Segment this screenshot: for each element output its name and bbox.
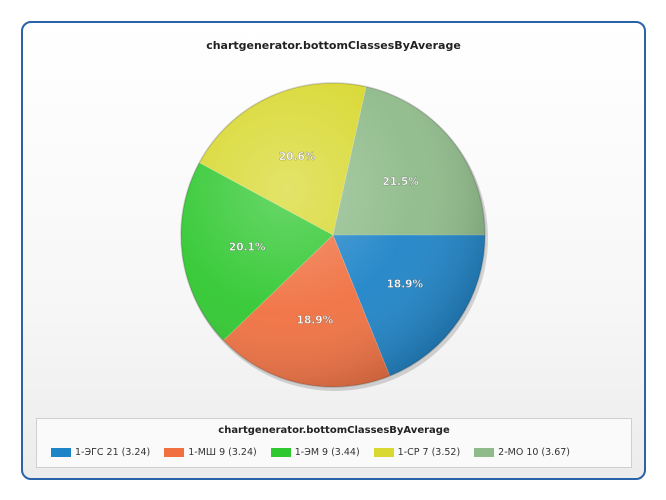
legend: chartgenerator.bottomClassesByAverage 1-… [36, 418, 632, 468]
legend-item-1[interactable]: 1-ЭГС 21 (3.24) [51, 447, 150, 458]
legend-swatch [164, 448, 185, 457]
legend-swatch [474, 448, 495, 457]
legend-label: 2-МО 10 (3.67) [498, 447, 570, 458]
pie-chart: 18.9% 18.9% 20.1% 20.6% 21.5% [180, 82, 488, 391]
legend-swatch [51, 448, 71, 457]
slice-label-3: 20.1% [229, 242, 266, 254]
legend-label: 1-МШ 9 (3.24) [188, 447, 257, 458]
legend-label: 1-ЭМ 9 (3.44) [294, 447, 360, 458]
legend-items: 1-ЭГС 21 (3.24) 1-МШ 9 (3.24) 1-ЭМ 9 (3.44… [51, 447, 584, 458]
slice-label-2: 18.9% [297, 315, 334, 327]
legend-label: 1-СР 7 (3.52) [397, 447, 461, 458]
chart-frame: chartgenerator.bottomClassesByAverage 18… [21, 21, 646, 480]
legend-item-3[interactable]: 1-ЭМ 9 (3.44) [270, 447, 360, 458]
legend-title: chartgenerator.bottomClassesByAverage [218, 425, 450, 436]
legend-swatch [270, 448, 291, 457]
slice-label-4: 20.6% [279, 151, 316, 163]
slice-label-5: 21.5% [382, 176, 419, 188]
legend-label: 1-ЭГС 21 (3.24) [75, 447, 151, 458]
chart-title: chartgenerator.bottomClassesByAverage [206, 39, 461, 52]
legend-item-5[interactable]: 2-МО 10 (3.67) [474, 447, 570, 458]
legend-item-4[interactable]: 1-СР 7 (3.52) [373, 447, 461, 458]
slice-label-1: 18.9% [387, 278, 424, 290]
legend-swatch [373, 448, 394, 457]
legend-item-2[interactable]: 1-МШ 9 (3.24) [164, 447, 257, 458]
